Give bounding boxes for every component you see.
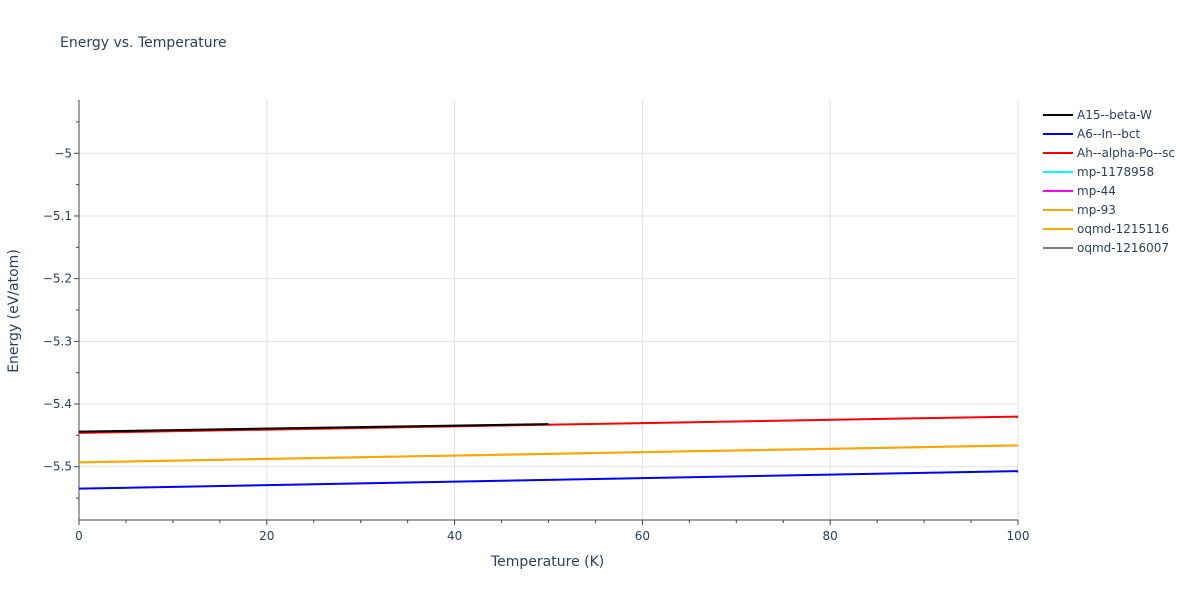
legend-item[interactable]: mp-1178958 xyxy=(1043,165,1154,179)
legend-item[interactable]: oqmd-1216007 xyxy=(1043,241,1169,255)
legend-label: A15--beta-W xyxy=(1077,108,1152,122)
x-axis-title: Temperature (K) xyxy=(491,554,605,570)
x-tick-label: 40 xyxy=(447,529,462,543)
x-tick-label: 20 xyxy=(259,529,274,543)
x-tick-label: 80 xyxy=(823,529,838,543)
x-tick-label: 0 xyxy=(75,529,83,543)
legend-item[interactable]: mp-93 xyxy=(1043,203,1116,217)
legend-label: oqmd-1216007 xyxy=(1077,241,1169,255)
series-lines xyxy=(78,415,1019,490)
series-line-A15--beta-W xyxy=(78,423,549,433)
y-tick-label: −5 xyxy=(54,146,72,160)
x-tick-label: 100 xyxy=(1007,529,1030,543)
legend-label: Ah--alpha-Po--sc xyxy=(1077,146,1175,160)
legend[interactable]: A15--beta-W A6--In--bct Ah--alpha-Po--sc mp… xyxy=(1043,108,1175,255)
legend-label: oqmd-1215116 xyxy=(1077,222,1169,236)
legend-label: mp-93 xyxy=(1077,203,1116,217)
series-line-oqmd-1215116 xyxy=(78,444,1019,464)
series-line-A6--In--bct xyxy=(78,470,1019,490)
y-tick-label: −5.5 xyxy=(43,460,72,474)
legend-label: mp-1178958 xyxy=(1077,165,1154,179)
x-tick-label: 60 xyxy=(635,529,650,543)
legend-item[interactable]: A6--In--bct xyxy=(1043,127,1141,141)
axes: 0 20 40 60 80 100 −5.5 −5.4 −5.3 −5.2 −5.1 −5 xyxy=(43,100,1030,543)
legend-item[interactable]: Ah--alpha-Po--sc xyxy=(1043,146,1175,160)
legend-label: mp-44 xyxy=(1077,184,1116,198)
legend-label: A6--In--bct xyxy=(1077,127,1141,141)
grid-lines xyxy=(79,100,1019,520)
y-tick-label: −5.3 xyxy=(43,334,72,348)
legend-item[interactable]: A15--beta-W xyxy=(1043,108,1152,122)
legend-item[interactable]: oqmd-1215116 xyxy=(1043,222,1169,236)
y-tick-label: −5.1 xyxy=(43,209,72,223)
legend-item[interactable]: mp-44 xyxy=(1043,184,1116,198)
y-tick-label: −5.4 xyxy=(43,397,72,411)
chart-title: Energy vs. Temperature xyxy=(60,35,227,51)
y-tick-label: −5.2 xyxy=(43,272,72,286)
